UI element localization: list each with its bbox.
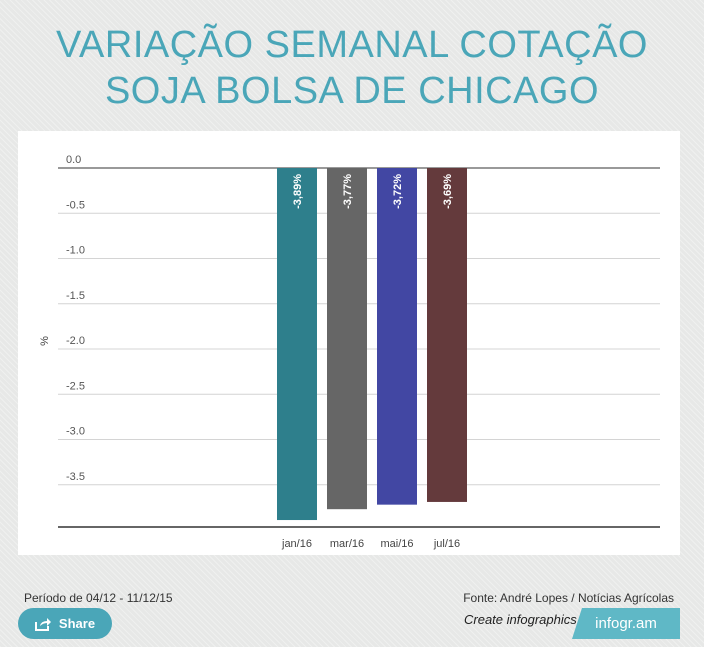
- share-button[interactable]: Share: [18, 608, 112, 639]
- chart-title: VARIAÇÃO SEMANAL COTAÇÃO SOJA BOLSA DE C…: [0, 22, 704, 114]
- x-tick-label: jan/16: [281, 538, 312, 550]
- title-line-1: VARIAÇÃO SEMANAL COTAÇÃO: [56, 24, 648, 66]
- bar-chart: 0.0 -0.5 -1.0 -1.5 -2.0 -2.5 -3.0 -3.5% -3,89% ja…: [39, 154, 660, 550]
- y-tick-label: 0.0: [66, 154, 81, 166]
- x-tick-label: mai/16: [380, 538, 413, 550]
- y-tick-label: -1.5: [66, 290, 85, 302]
- create-infographics-link[interactable]: Create infographics: [464, 612, 577, 627]
- y-tick-label: -2.5: [66, 380, 85, 392]
- title-line-2: SOJA BOLSA DE CHICAGO: [104, 70, 600, 112]
- bar-data-label: -3,72%: [392, 174, 404, 209]
- share-label: Share: [58, 616, 96, 631]
- y-tick-label: -0.5: [66, 199, 85, 211]
- bar-data-label: -3,77%: [342, 174, 354, 209]
- source-note: Fonte: André Lopes / Notícias Agrícolas: [463, 591, 674, 605]
- bar-data-label: -3,89%: [292, 174, 304, 209]
- x-tick-label: mar/16: [330, 538, 364, 550]
- x-tick-label: jul/16: [433, 538, 460, 550]
- bar: [427, 168, 467, 502]
- bar: [277, 168, 317, 521]
- chart-panel: 0.0 -0.5 -1.0 -1.5 -2.0 -2.5 -3.0 -3.5% -3,89% ja…: [18, 131, 680, 555]
- y-tick-label: -3.0: [66, 426, 85, 438]
- bar: [377, 168, 417, 505]
- bar: [327, 168, 367, 510]
- share-icon: [34, 617, 51, 631]
- y-tick-label: -3.5: [66, 471, 85, 483]
- bar-data-label: -3,69%: [442, 174, 454, 209]
- y-tick-label: -1.0: [66, 245, 85, 257]
- y-axis-label: %: [39, 336, 51, 346]
- infogram-logo-link[interactable]: infogr.am: [572, 608, 680, 639]
- y-tick-label: -2.0: [66, 335, 85, 347]
- period-note: Período de 04/12 - 11/12/15: [24, 591, 173, 605]
